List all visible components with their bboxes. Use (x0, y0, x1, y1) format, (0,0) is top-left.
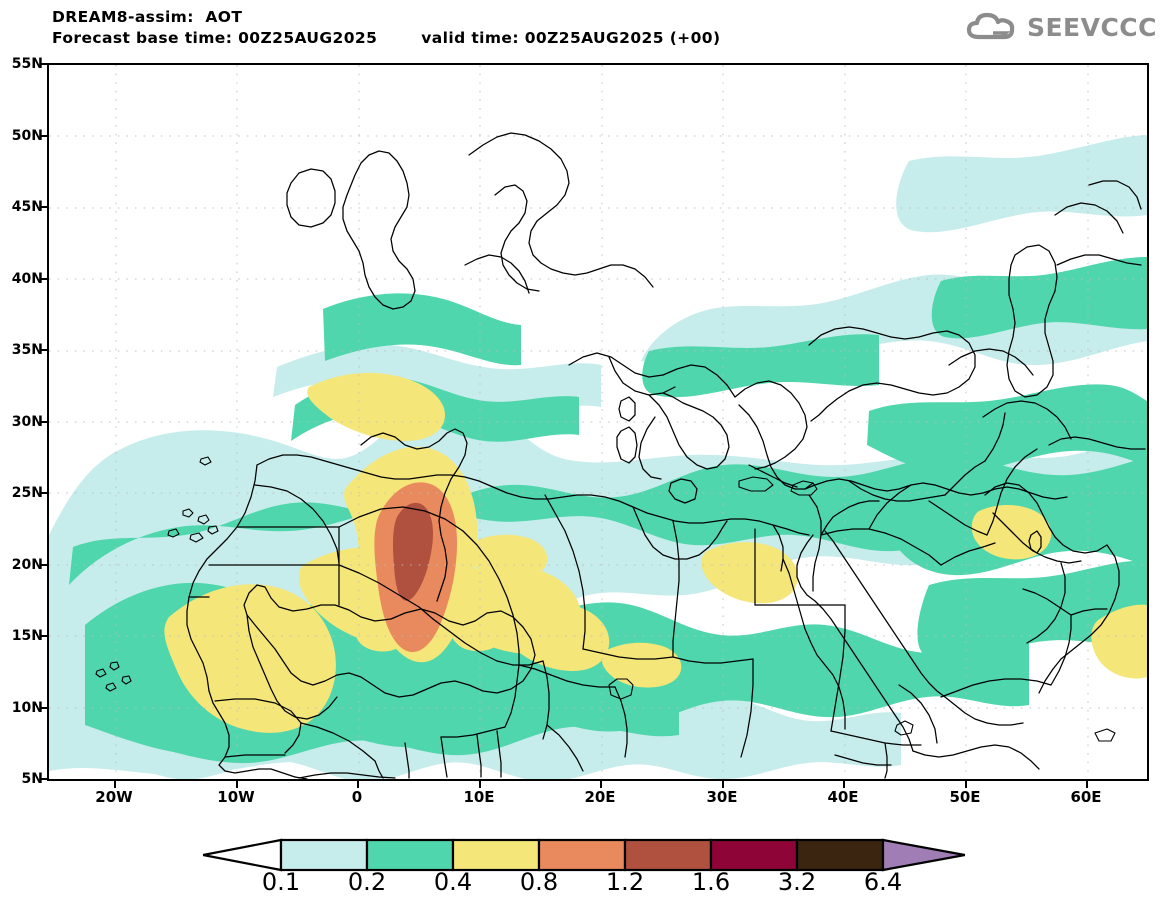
colorbar-label-3: 0.8 (519, 868, 559, 896)
map-title-block: DREAM8-assim: AOT Forecast base time: 00… (52, 8, 720, 47)
y-tick-15N (40, 635, 47, 637)
colorbar-label-6: 3.2 (777, 868, 817, 896)
colorbar-seg-1.2 (623, 838, 713, 872)
y-label-55N: 55N (11, 56, 43, 72)
y-tick-45N (40, 206, 47, 208)
x-tick-10W (236, 781, 238, 788)
map-coastlines-layer (95, 132, 1146, 779)
x-label-10E: 10E (463, 788, 495, 806)
colorbar-label-4: 1.2 (605, 868, 645, 896)
colorbar-tick-labels: 0.1 0.2 0.4 0.8 1.2 1.6 3.2 6.4 (203, 868, 965, 902)
x-tick-50E (965, 781, 967, 788)
y-tick-25N (40, 492, 47, 494)
logo-text: SEEVCCC (1026, 12, 1157, 42)
y-label-30N: 30N (11, 414, 43, 430)
map-field-svg (49, 65, 1147, 779)
y-label-5N: 5N (21, 771, 43, 787)
y-tick-30N (40, 421, 47, 423)
y-tick-20N (40, 564, 47, 566)
x-tick-0 (357, 781, 359, 788)
y-label-25N: 25N (11, 485, 43, 501)
y-label-50N: 50N (11, 128, 43, 144)
x-tick-20E (600, 781, 602, 788)
colorbar-swatches (203, 838, 965, 872)
y-tick-10N (40, 707, 47, 709)
seevccc-logo: SEEVCCC (965, 10, 1157, 44)
colorbar-label-5: 1.6 (691, 868, 731, 896)
x-label-20W: 20W (95, 788, 133, 806)
map-canvas[interactable] (47, 63, 1149, 781)
valid-time-label: valid time: (421, 29, 519, 47)
cloud-icon (966, 12, 1015, 40)
colorbar-seg-0.8 (537, 838, 627, 872)
lead-time-value: (+00) (669, 29, 721, 47)
colorbar-label-1: 0.2 (347, 868, 387, 896)
y-label-15N: 15N (11, 628, 43, 644)
colorbar-under-arrow (203, 838, 283, 872)
x-label-40E: 40E (827, 788, 859, 806)
colorbar-seg-0.4 (451, 838, 541, 872)
colorbar-seg-0.1 (279, 838, 369, 872)
y-tick-55N (40, 63, 47, 65)
y-label-35N: 35N (11, 342, 43, 358)
colorbar-over-arrow (881, 838, 965, 872)
colorbar-label-0: 0.1 (261, 868, 301, 896)
x-label-60E: 60E (1070, 788, 1102, 806)
x-label-10W: 10W (217, 788, 255, 806)
x-tick-20W (114, 781, 116, 788)
y-label-45N: 45N (11, 199, 43, 215)
x-tick-40E (843, 781, 845, 788)
x-label-50E: 50E (949, 788, 981, 806)
colorbar[interactable] (203, 838, 965, 872)
y-tick-40N (40, 278, 47, 280)
colorbar-label-2: 0.4 (433, 868, 473, 896)
x-tick-10E (479, 781, 481, 788)
y-tick-5N (40, 778, 47, 780)
x-tick-60E (1086, 781, 1088, 788)
x-label-0: 0 (351, 788, 363, 806)
y-label-40N: 40N (11, 271, 43, 287)
colorbar-seg-1.6 (709, 838, 799, 872)
base-time-label: Forecast base time: (52, 29, 233, 47)
y-tick-35N (40, 349, 47, 351)
colorbar-label-7: 6.4 (863, 868, 903, 896)
x-label-20E: 20E (584, 788, 616, 806)
y-tick-50N (40, 135, 47, 137)
y-label-20N: 20N (11, 557, 43, 573)
colorbar-seg-3.2 (795, 838, 885, 872)
map-gridlines (49, 65, 1147, 779)
base-time-value: 00Z25AUG2025 (238, 29, 378, 47)
colorbar-seg-0.2 (365, 838, 455, 872)
x-tick-30E (722, 781, 724, 788)
y-label-10N: 10N (11, 700, 43, 716)
page-title: DREAM8-assim: AOT (52, 8, 243, 26)
valid-time-value: 00Z25AUG2025 (524, 29, 664, 47)
x-label-30E: 30E (706, 788, 738, 806)
time-line: Forecast base time: 00Z25AUG2025 valid ti… (52, 29, 720, 47)
